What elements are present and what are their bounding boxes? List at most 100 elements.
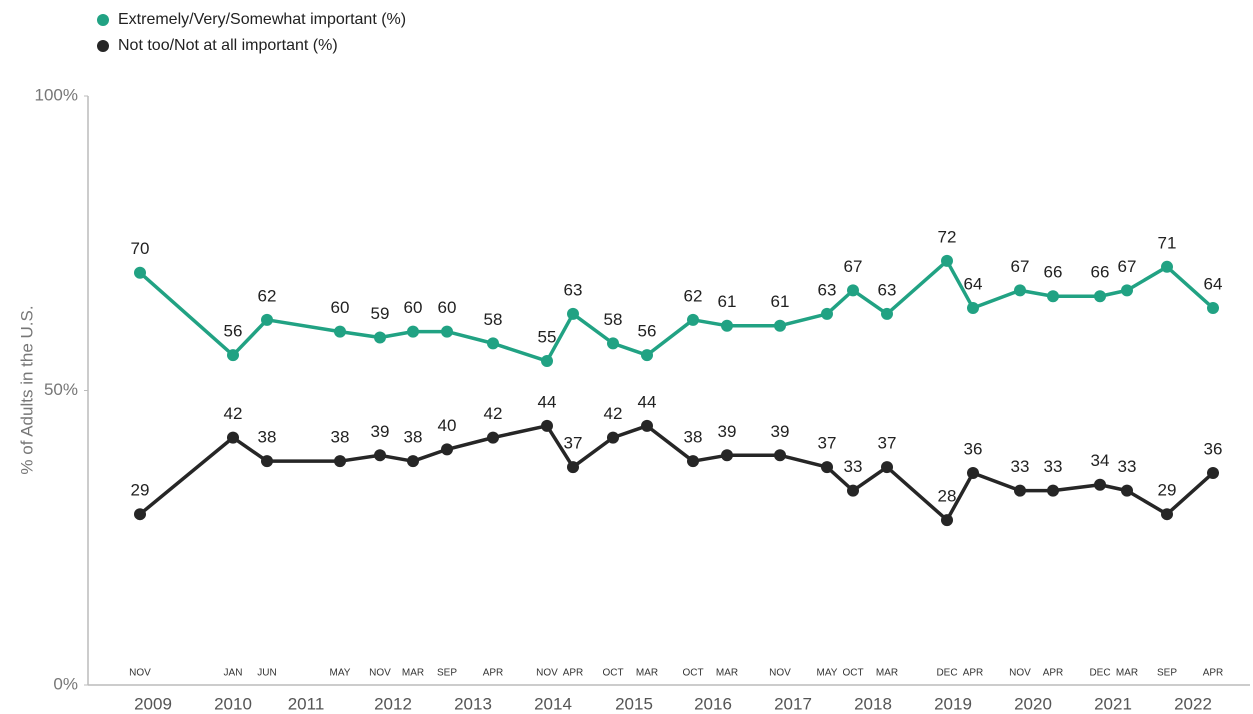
data-label: 67	[844, 257, 863, 276]
x-tick-label: NOV	[769, 668, 791, 679]
point	[641, 419, 653, 432]
point	[721, 449, 733, 462]
point	[774, 319, 786, 332]
point	[641, 349, 653, 362]
point	[774, 449, 786, 462]
x-tick-label: SEP	[1157, 668, 1177, 679]
year-label: 2010	[214, 694, 252, 713]
point	[847, 284, 859, 297]
year-label: 2013	[454, 694, 492, 713]
data-label: 40	[438, 416, 457, 435]
data-label: 58	[604, 310, 623, 329]
x-tick-label: NOV	[536, 668, 558, 679]
point	[407, 325, 419, 338]
point	[227, 431, 239, 444]
data-label: 42	[224, 404, 243, 423]
y-tick-label: 100%	[35, 85, 78, 104]
x-tick-label: APR	[963, 668, 984, 679]
data-label: 60	[404, 298, 423, 317]
point	[1121, 284, 1133, 297]
data-label: 28	[938, 487, 957, 506]
year-label: 2011	[288, 694, 325, 713]
point	[487, 431, 499, 444]
point	[847, 484, 859, 497]
point	[1094, 478, 1106, 491]
data-label: 39	[371, 422, 390, 441]
data-label: 70	[131, 239, 150, 258]
point	[227, 349, 239, 362]
x-tick-label: MAY	[817, 668, 838, 679]
data-label: 29	[1158, 481, 1177, 500]
data-label: 67	[1118, 257, 1137, 276]
data-label: 33	[1044, 457, 1063, 476]
point	[967, 302, 979, 315]
point	[134, 266, 146, 279]
point	[1161, 508, 1173, 521]
legend-marker	[97, 40, 109, 52]
data-label: 38	[258, 428, 277, 447]
x-tick-label: MAY	[330, 668, 351, 679]
data-label: 64	[964, 275, 983, 294]
data-label: 62	[258, 286, 277, 305]
y-tick-label: 50%	[44, 380, 78, 399]
point	[374, 331, 386, 344]
point	[334, 325, 346, 338]
year-label: 2017	[774, 694, 812, 713]
x-tick-label: MAR	[402, 668, 424, 679]
point	[134, 508, 146, 521]
data-label: 63	[818, 280, 837, 299]
data-label: 66	[1091, 263, 1110, 282]
data-label: 67	[1011, 257, 1030, 276]
x-tick-label: OCT	[682, 668, 703, 679]
point	[687, 313, 699, 326]
x-tick-label: NOV	[369, 668, 391, 679]
data-label: 36	[964, 439, 983, 458]
point	[567, 461, 579, 474]
year-label: 2012	[374, 694, 412, 713]
data-label: 60	[438, 298, 457, 317]
x-tick-label: OCT	[602, 668, 623, 679]
x-tick-label: NOV	[1009, 668, 1031, 679]
data-label: 63	[564, 280, 583, 299]
point	[821, 461, 833, 474]
data-label: 58	[484, 310, 503, 329]
data-label: 61	[718, 292, 737, 311]
legend-marker	[97, 14, 109, 26]
data-label: 39	[771, 422, 790, 441]
point	[687, 455, 699, 468]
year-label: 2020	[1014, 694, 1052, 713]
point	[541, 419, 553, 432]
data-label: 63	[878, 280, 897, 299]
x-tick-label: MAR	[1116, 668, 1138, 679]
point	[967, 466, 979, 479]
data-label: 34	[1091, 451, 1110, 470]
point	[541, 355, 553, 368]
x-tick-label: MAR	[716, 668, 738, 679]
data-label: 59	[371, 304, 390, 323]
data-label: 42	[604, 404, 623, 423]
data-label: 38	[404, 428, 423, 447]
year-label: 2009	[134, 694, 172, 713]
point	[567, 307, 579, 320]
data-label: 29	[131, 481, 150, 500]
point	[607, 431, 619, 444]
point	[1014, 284, 1026, 297]
point	[334, 455, 346, 468]
year-label: 2018	[854, 694, 892, 713]
data-label: 38	[684, 428, 703, 447]
legend-label: Not too/Not at all important (%)	[118, 37, 338, 54]
point	[441, 325, 453, 338]
data-label: 61	[771, 292, 790, 311]
data-label: 33	[1118, 457, 1137, 476]
data-label: 56	[224, 322, 243, 341]
legend-label: Extremely/Very/Somewhat important (%)	[118, 11, 406, 28]
point	[721, 319, 733, 332]
point	[261, 313, 273, 326]
year-label: 2022	[1174, 694, 1212, 713]
x-tick-label: MAR	[636, 668, 658, 679]
point	[374, 449, 386, 462]
year-label: 2019	[934, 694, 972, 713]
data-label: 60	[331, 298, 350, 317]
data-label: 56	[638, 322, 657, 341]
x-tick-label: APR	[483, 668, 504, 679]
